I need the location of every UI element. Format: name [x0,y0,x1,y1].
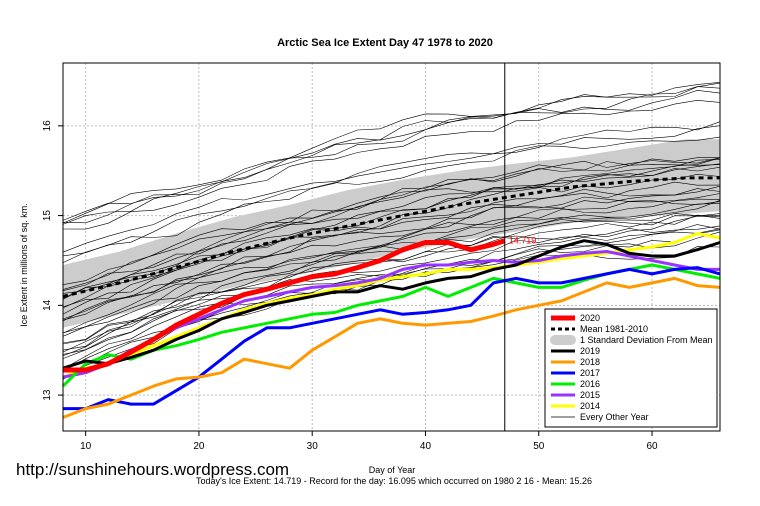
other-year-line [62,163,721,291]
other-year-line [62,198,721,334]
other-year-line [62,215,721,357]
other-year-line [62,157,720,290]
y-tick-label: 15 [42,210,53,222]
chart-title: Arctic Sea Ice Extent Day 47 1978 to 202… [277,37,493,49]
legend-label: 2018 [580,357,600,367]
legend-label: 2016 [580,379,600,389]
x-tick-label: 20 [193,441,205,452]
current-value-annotation: 14.719 [509,236,537,246]
series-line-2020 [63,238,506,373]
footer-summary: Today's Ice Extent: 14.719 - Record for … [196,476,592,486]
other-year-line [62,157,721,285]
y-axis-label: Ice Extent in millions of sq. km. [19,203,29,327]
other-year-line [62,213,721,344]
mean-line [62,176,720,298]
legend-label: 2019 [580,346,600,356]
y-tick-label: 13 [42,389,53,401]
other-year-line [62,188,721,320]
x-axis-label: Day of Year [369,465,416,475]
x-tick-label: 60 [646,441,658,452]
x-tick-label: 30 [307,441,319,452]
other-year-line [62,166,721,300]
legend-label: Every Other Year [580,412,649,422]
other-year-line [62,86,721,225]
other-year-line [62,157,721,299]
y-axis-ticks: 13 14 15 16 [42,120,63,401]
other-year-line [62,181,721,322]
other-year-line [62,136,721,263]
legend-label: 2015 [580,390,600,400]
other-year-line [62,99,721,230]
other-year-line [62,82,721,224]
other-year-line [62,185,721,315]
other-year-line [62,193,721,321]
series-line-2018 [62,276,721,419]
other-year-line [62,82,721,221]
x-tick-label: 10 [80,441,92,452]
series-line-2019 [62,239,721,370]
y-tick-label: 16 [42,120,53,132]
legend-swatch [550,335,576,345]
legend-label: 2020 [580,313,600,323]
other-year-line [62,203,721,345]
other-year-line [62,214,721,353]
x-tick-label: 40 [420,441,432,452]
other-year-line [62,200,721,337]
legend-label: 2017 [580,368,600,378]
x-axis-ticks: 10 20 30 40 50 60 [80,431,658,452]
series-lines [61,232,721,419]
x-tick-label: 50 [533,441,545,452]
other-year-line [62,89,721,224]
watermark: http://sunshinehours.wordpress.com [16,460,289,479]
plot-frame [62,62,721,432]
legend-label: Mean 1981-2010 [580,324,648,334]
other-year-line [62,125,721,253]
legend-label: 1 Standard Deviation From Mean [580,335,713,345]
other-year-line [62,159,721,294]
y-tick-label: 14 [42,299,53,311]
series-line-2017 [63,266,721,411]
other-year-line [62,121,721,257]
legend-label: 2014 [580,401,600,411]
